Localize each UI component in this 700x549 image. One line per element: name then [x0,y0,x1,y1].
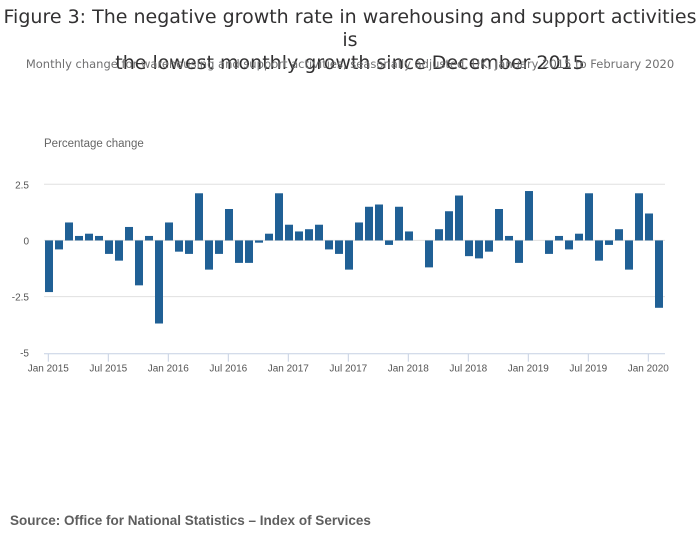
bar: Nov 2015: 0.2 [145,235,153,241]
x-tick-label: Jan 2019 [508,364,550,375]
bar: Feb 2017: 0.4 [295,231,303,241]
bar: Jun 2018: 2 [455,195,463,241]
y-tick-label: 2.5 [15,180,29,191]
bar: Dec 2017: 1.5 [395,206,403,241]
bar: Jul 2018: -0.7 [465,240,473,257]
bar: Sep 2018: -0.5 [485,240,493,252]
y-tick-label: -5 [20,349,29,360]
bar: Aug 2016: -1 [235,240,243,263]
bar: Sep 2019: -0.2 [605,240,613,245]
bar: Nov 2019: -1.3 [625,240,633,270]
source-note: Source: Office for National Statistics –… [10,513,371,528]
bar: Dec 2019: 2.1 [635,193,643,241]
bar: May 2015: 0.3 [85,233,93,241]
bar: Jun 2015: 0.2 [95,235,103,241]
bar: Jun 2016: -0.6 [215,240,223,254]
bar: Jun 2019: 0.3 [575,233,583,241]
bar: Jan 2020: 1.2 [645,213,653,241]
bar: Oct 2019: 0.5 [615,229,623,241]
bar: Apr 2015: 0.2 [75,235,83,241]
y-tick-label: 0 [23,236,29,247]
bar: Apr 2016: 2.1 [195,193,203,241]
bar: Jan 2018: 0.4 [405,231,413,241]
bar: Jul 2017: -1.3 [345,240,353,270]
x-tick-label: Jul 2018 [449,364,487,375]
bar: Feb 2015: -0.4 [55,240,63,250]
bar: Oct 2017: 1.6 [375,204,383,241]
bar: Sep 2015: 0.6 [125,226,133,241]
bar: Aug 2018: -0.8 [475,240,483,259]
bar: May 2019: -0.4 [565,240,573,250]
y-axis-ticks: 2.5 0 -2.5 -5 [12,180,30,359]
bar: May 2018: 1.3 [445,211,453,241]
bar: Jan 2016: 0.8 [165,222,173,241]
bar: May 2016: -1.3 [205,240,213,270]
bar: May 2017: -0.4 [325,240,333,250]
x-tick-label: Jul 2017 [329,364,367,375]
bar: Mar 2015: 0.8 [65,222,73,241]
bar: Oct 2018: 1.4 [495,208,503,241]
bar: Aug 2017: 0.8 [355,222,363,241]
chart-subtitle: Monthly change for warehousing and suppo… [25,57,675,71]
bar: Mar 2017: 0.5 [305,229,313,241]
x-tick-label: Jan 2018 [388,364,430,375]
y-tick-label: -2.5 [12,293,30,304]
bar: Apr 2018: 0.5 [435,229,443,241]
bar: Oct 2015: -2 [135,240,143,286]
bar: Sep 2017: 1.5 [365,206,373,241]
y-axis-label: Percentage change [44,138,144,150]
bar: Jul 2015: -0.6 [105,240,113,254]
bar: Jan 2015: -2.3 [45,240,53,293]
x-tick-label: Jan 2016 [148,364,190,375]
bar: Jan 2019: 2.2 [525,191,533,241]
x-tick-label: Jul 2019 [569,364,607,375]
bar: Dec 2018: -1 [515,240,523,263]
chart-title-line-2: the lowest monthly growth since December… [115,52,585,74]
bar: Dec 2015: -3.7 [155,240,163,324]
bar: Aug 2019: -0.9 [595,240,603,261]
x-tick-label: Jul 2016 [209,364,247,375]
bar: Aug 2015: -0.9 [115,240,123,261]
bar: Apr 2017: 0.7 [315,224,323,241]
bar: Jan 2017: 0.7 [285,224,293,241]
bar: Mar 2019: -0.6 [545,240,553,254]
x-tick-label: Jul 2015 [89,364,127,375]
chart-title-line-1: Figure 3: The negative growth rate in wa… [3,6,697,51]
bar: Sep 2016: -1 [245,240,253,263]
bar: Oct 2016: -0.1 [255,240,263,243]
bar: Nov 2017: -0.2 [385,240,393,245]
bar: Nov 2016: 0.3 [265,233,273,241]
x-axis: Jan 2015 Jul 2015 Jan 2016 Jul 2016 Jan 2017… [28,353,670,375]
bar: Apr 2019: 0.2 [555,235,563,241]
bar: Nov 2018: 0.2 [505,235,513,241]
bar: Jun 2017: -0.6 [335,240,343,254]
x-tick-label: Jan 2020 [628,364,670,375]
bar: Dec 2016: 2.1 [275,193,283,241]
bar: Jul 2019: 2.1 [585,193,593,241]
bar: Mar 2018: -1.2 [425,240,433,268]
bar: Feb 2016: -0.5 [175,240,183,252]
x-tick-label: Jan 2017 [268,364,310,375]
bar: Feb 2020: -3 [655,240,663,308]
chart-title: Figure 3: The negative growth rate in wa… [0,6,700,75]
bar: Mar 2016: -0.6 [185,240,193,254]
bar: Jul 2016: 1.4 [225,208,233,241]
x-tick-label: Jan 2015 [28,364,70,375]
bars: Jan 2015: -2.3Feb 2015: -0.4Mar 2015: 0.… [45,191,663,324]
